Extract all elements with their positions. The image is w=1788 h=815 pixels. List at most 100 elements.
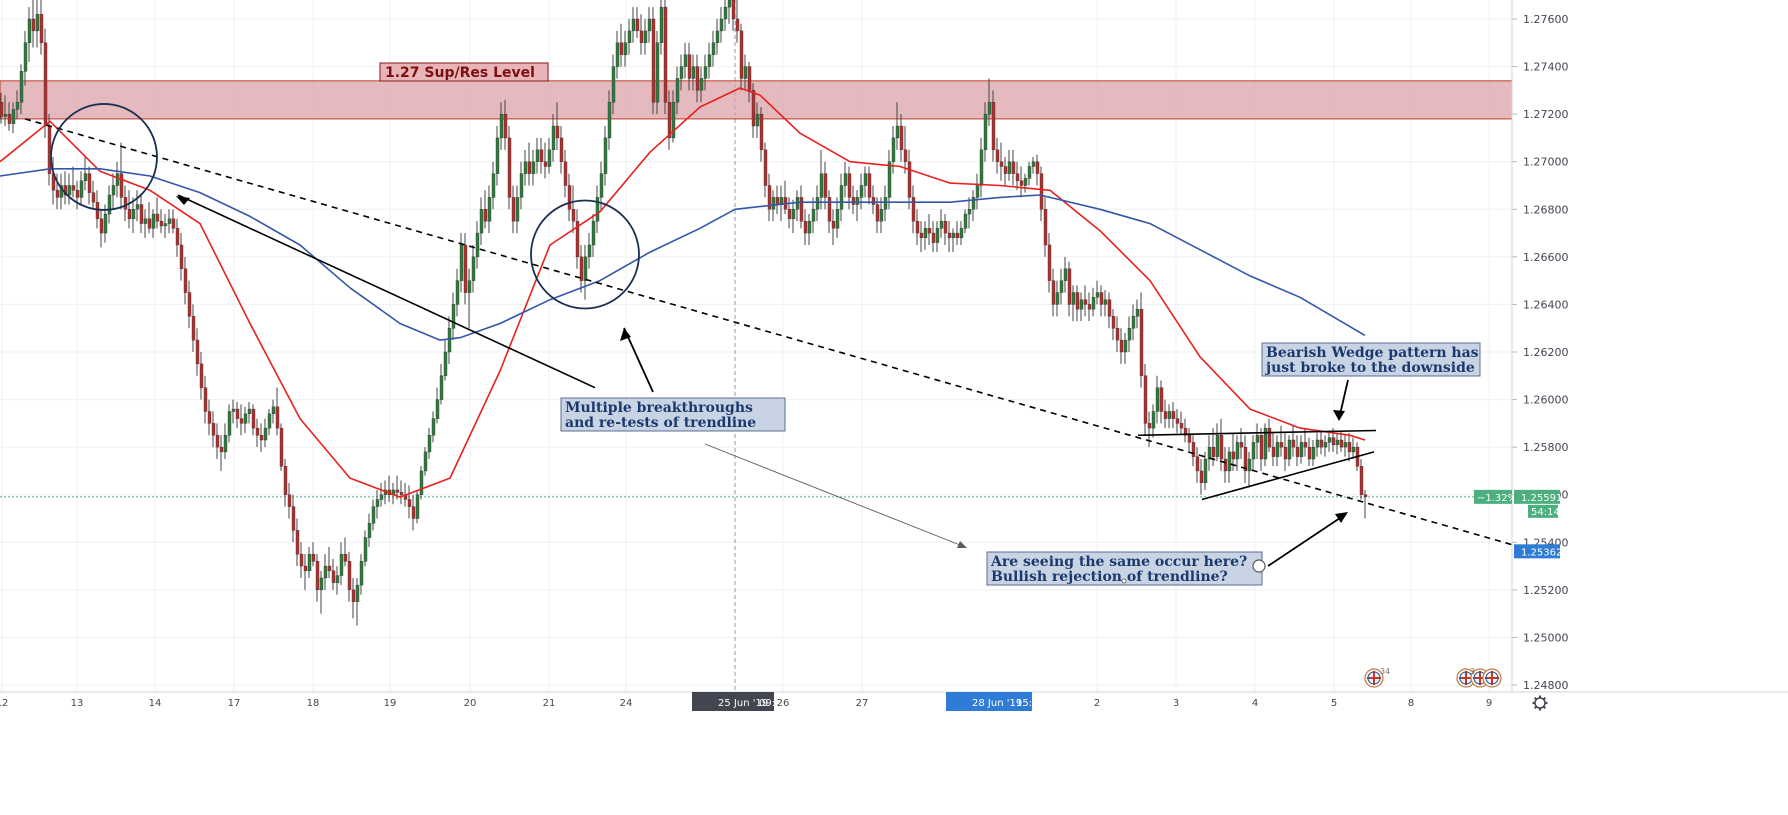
annotation-text: and re-tests of trendline [565, 415, 756, 431]
candle-body [959, 228, 964, 239]
candle-body [1059, 280, 1064, 293]
y-tick-label: 1.25800 [1523, 441, 1569, 454]
x-tick-label: 18 [307, 698, 320, 709]
candle-body [1343, 442, 1348, 448]
candle-body [739, 30, 744, 79]
candle-body [751, 90, 756, 127]
drawing-handle-small[interactable] [1121, 578, 1127, 584]
candle-body [187, 292, 192, 317]
candle-body [863, 173, 868, 186]
candle-body [43, 42, 48, 127]
candle-body [1327, 437, 1332, 443]
candle-body [1119, 339, 1124, 353]
change-label-box [1474, 489, 1512, 504]
zone-label-box [379, 62, 549, 82]
candle-body [631, 18, 636, 32]
candle-body [19, 71, 24, 103]
candle-body [1191, 442, 1196, 457]
trendline-price-box [1514, 544, 1560, 559]
uk-flag-icon[interactable] [1364, 668, 1384, 688]
drawing-handle[interactable] [1252, 559, 1266, 573]
countdown-label: 54:14 [1531, 507, 1560, 518]
candle-body [911, 197, 916, 222]
candle-body [1079, 299, 1084, 310]
candle-body [951, 232, 956, 239]
candle-body [1095, 292, 1100, 298]
x-tick-label: 15:00 [1016, 698, 1045, 709]
candle-body [615, 42, 620, 67]
candle-body [907, 161, 912, 198]
candle-body [183, 268, 188, 293]
candle-body [431, 418, 436, 436]
candle-body [1043, 209, 1048, 246]
uk-flag-icon[interactable] [1482, 668, 1502, 688]
candle-body [1015, 173, 1020, 181]
candle-body [567, 185, 572, 210]
candle-body [687, 54, 692, 79]
candle-body [487, 197, 492, 222]
gear-icon[interactable] [1532, 695, 1548, 711]
price-axis[interactable]: 1.27600 1.27400 1.27200 1.27000 1.26800 1.266… [1474, 0, 1569, 692]
candle-body [1283, 446, 1288, 460]
candle-body [163, 223, 168, 227]
candle-body [239, 418, 244, 424]
candle-body [903, 149, 908, 162]
candle-body [219, 446, 224, 453]
candle-body [1099, 292, 1104, 305]
candle-body [859, 185, 864, 198]
candle-body [583, 256, 588, 281]
x-tick-label: 5 [1331, 698, 1337, 709]
candle-body [915, 220, 920, 234]
candle-body [895, 125, 900, 139]
candle-body [379, 494, 384, 500]
candle-body [667, 102, 672, 139]
candle-body [967, 209, 972, 215]
candle-body [1259, 435, 1264, 460]
candle-body [7, 113, 12, 124]
candle-body [707, 54, 712, 67]
candle-body [247, 408, 252, 415]
x-marker-box [946, 692, 1032, 711]
candle-body [79, 180, 84, 198]
candle-body [1143, 375, 1148, 424]
candle-body [323, 565, 328, 579]
candle-body [179, 244, 184, 269]
trendline-2 [1137, 429, 1377, 437]
candle-body [423, 451, 428, 472]
x-tick-label: 20 [464, 698, 477, 709]
candle-body [399, 492, 404, 495]
candle-body [283, 465, 288, 495]
candle-body [1307, 446, 1312, 460]
candle-body [695, 66, 700, 91]
candle-body [339, 553, 344, 576]
candle-body [243, 413, 248, 424]
candle-body [1187, 435, 1192, 443]
candle-body [1215, 435, 1220, 457]
countdown-box [1528, 504, 1558, 518]
candle-body [207, 411, 212, 424]
candle-body [1311, 446, 1316, 460]
candle-body [1207, 446, 1212, 460]
y-tick-label: 1.27600 [1523, 13, 1569, 26]
candle-body [223, 435, 228, 453]
candle-body [919, 232, 924, 239]
candle-body [1247, 458, 1252, 472]
candle-body [87, 173, 92, 193]
candle-body [979, 149, 984, 186]
candle-body [435, 399, 440, 419]
candle-body [211, 423, 216, 436]
arrowhead [1333, 410, 1345, 421]
candle-body [819, 173, 824, 198]
candle-body [111, 185, 116, 196]
candle-body [823, 173, 828, 198]
candle-body [1163, 411, 1168, 419]
time-axis[interactable]: 12131417181920212425 Jun '1909:00262728 … [0, 691, 1788, 711]
candle-body [1279, 442, 1284, 448]
candle-body [1291, 439, 1296, 448]
x-tick-label: 8 [1408, 698, 1414, 709]
candle-body [1063, 268, 1068, 281]
candle-body [1295, 446, 1300, 457]
candle-body [1115, 328, 1120, 341]
